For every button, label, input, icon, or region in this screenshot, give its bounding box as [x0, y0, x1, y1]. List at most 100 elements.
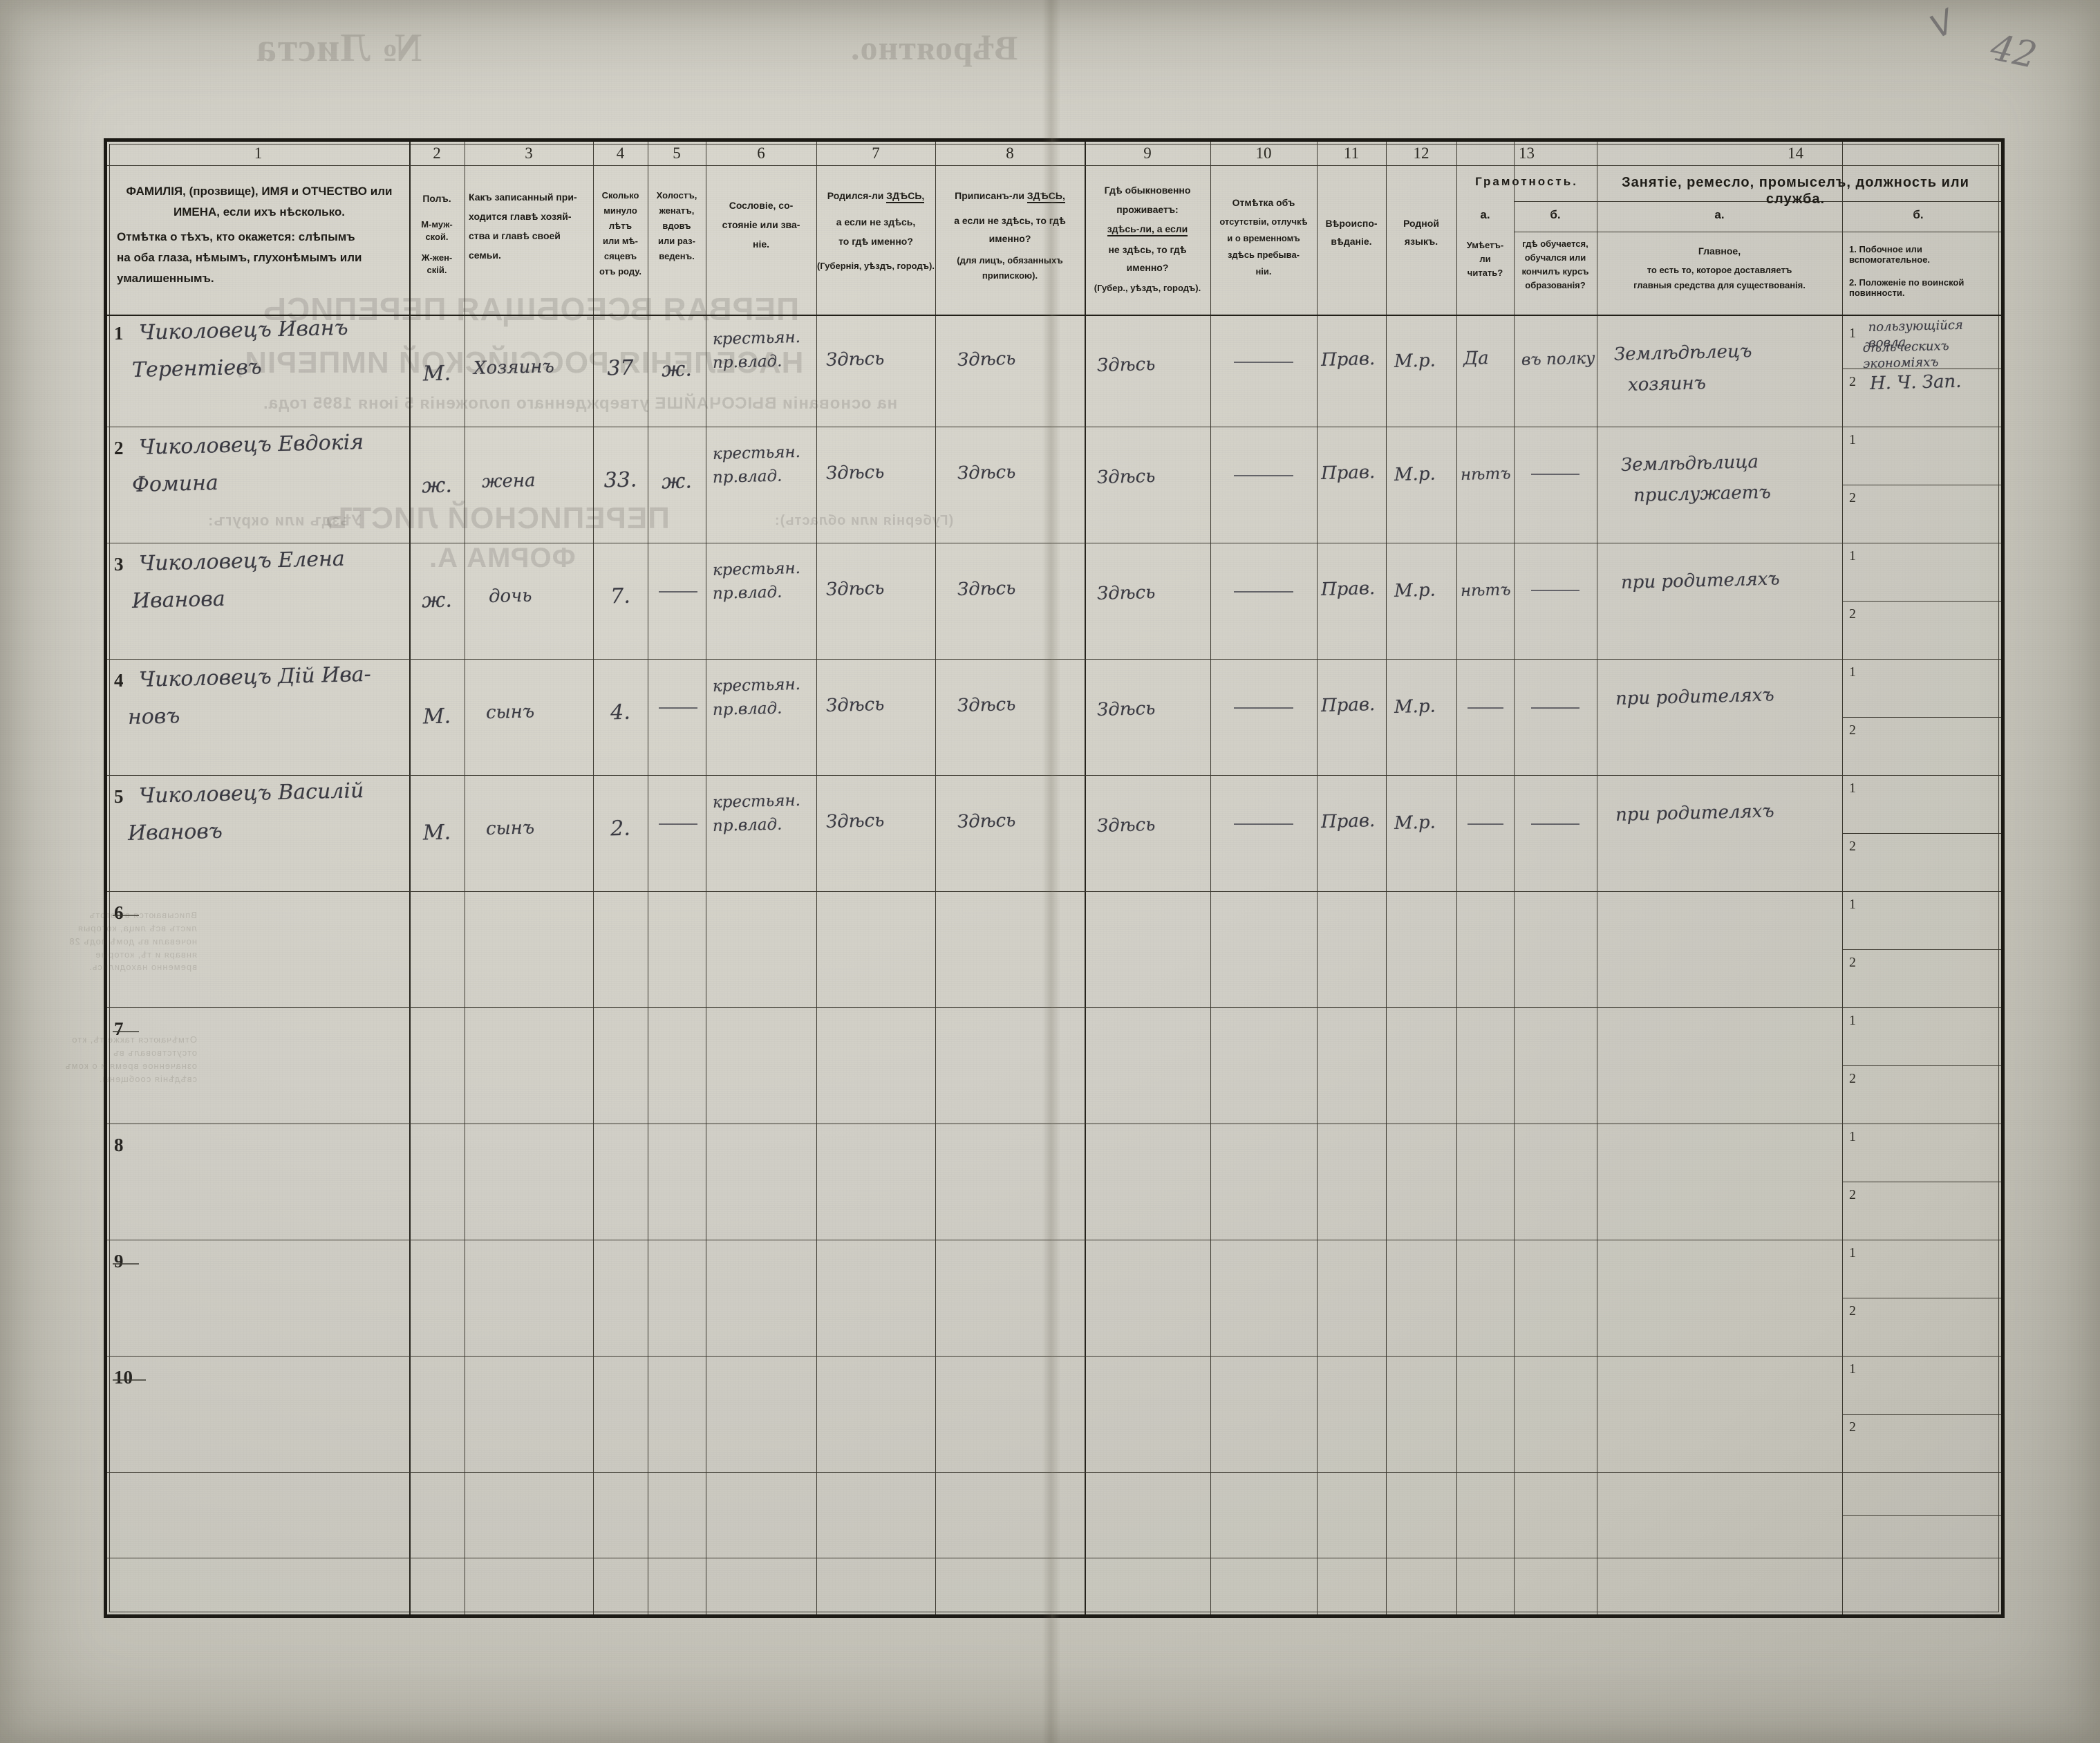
- col-divider-8: [1085, 142, 1086, 1614]
- c14b-split-4: [1842, 717, 2001, 718]
- cell-r5-estate-l1: крестьян.: [712, 791, 801, 812]
- hdr-c13b-l2: обучался или: [1524, 252, 1586, 263]
- cell-r2-school-dash: [1531, 474, 1579, 475]
- cell-r4-name-l2: новъ: [127, 704, 180, 729]
- hdr-c13-sub-b: б.: [1550, 208, 1561, 221]
- hdr-c12-l1: Родной: [1403, 218, 1439, 229]
- cell-r3-name-l1: Чиколовецъ Елена: [138, 546, 346, 576]
- cell-r5-born: Здѣсь: [825, 810, 885, 832]
- cell-r5-name-l1: Чиколовецъ Василiй: [138, 779, 364, 808]
- col-divider-6: [816, 142, 817, 1614]
- cell-r2-age: 33.: [603, 467, 637, 493]
- header-bottom-line: [107, 315, 2001, 316]
- margin-number: 42: [1987, 26, 2041, 77]
- c14b-num-r2-b: 2: [1849, 490, 1856, 505]
- cell-r4-age: 4.: [610, 700, 631, 725]
- hdr-c13b-l4: образованiя?: [1525, 280, 1586, 290]
- cell-r4-residence: Здѣсь: [1096, 698, 1156, 720]
- cell-r5-age: 2.: [610, 816, 631, 841]
- col-divider-7: [935, 142, 936, 1614]
- c14b-split-5: [1842, 833, 2001, 834]
- cell-r2-relation: жена: [481, 470, 536, 492]
- cell-r2-registered: Здѣсь: [957, 461, 1016, 484]
- cell-r2-marital: ж.: [661, 469, 693, 494]
- cell-r3-residence: Здѣсь: [1096, 581, 1156, 604]
- cell-r4-sex: М.: [422, 704, 451, 729]
- cell-r5-residence: Здѣсь: [1096, 814, 1156, 837]
- cell-r1-sex: М.: [422, 361, 451, 386]
- hdr-c13a-l2: ли: [1479, 254, 1491, 264]
- cell-r4-religion: Прав.: [1320, 694, 1376, 716]
- rownum-7-strike: [113, 1031, 139, 1032]
- cell-r1-estate-l2: пр.влад.: [712, 352, 782, 372]
- cell-r3-religion: Прав.: [1320, 578, 1376, 600]
- cell-r3-estate-l2: пр.влад.: [712, 583, 782, 603]
- hdr-c4-l3: лѣтъ: [608, 221, 632, 231]
- cell-r1-residence: Здѣсь: [1096, 353, 1156, 376]
- hdr-c12-l2: языкъ.: [1404, 236, 1438, 247]
- rownum-10: 10: [114, 1367, 133, 1388]
- cell-r3-marital-dash: [659, 591, 697, 593]
- hdr-c7-l4: (Губернiя, уѣздъ, городъ).: [817, 261, 935, 271]
- rownum-6-strike: [113, 915, 139, 916]
- hdr-c14b-l1: 1. Побочное или вспомогательное.: [1849, 244, 1931, 265]
- rowline-9: [107, 1356, 2001, 1357]
- colnum-9: 9: [1143, 145, 1152, 162]
- cell-r3-occupation-l1: при родителяхъ: [1620, 568, 1781, 593]
- cell-r4-estate-l1: крестьян.: [712, 675, 801, 696]
- hdr-c14a-l3: главныя средства для существованiя.: [1633, 280, 1806, 290]
- rowline-5: [107, 891, 2001, 892]
- cell-r3-sex: ж.: [421, 588, 453, 613]
- colnum-5: 5: [673, 145, 681, 162]
- hdr-c7-l1: Родился-ли: [827, 190, 884, 201]
- colnum-3: 3: [525, 145, 533, 162]
- hdr-c9-l3: здѣсь-ли, а если: [1107, 223, 1188, 236]
- hdr-c9-l4: не здѣсь, то гдѣ: [1108, 244, 1187, 255]
- hdr-c3-l3: ства и главѣ своей: [469, 230, 561, 241]
- cell-r3-literate: нѣтъ: [1460, 581, 1511, 600]
- cell-r5-literate-dash: [1468, 823, 1503, 825]
- cell-r1-born: Здѣсь: [825, 348, 885, 371]
- hdr-c8-l1b: ЗДѢСЬ,: [1026, 190, 1065, 203]
- colnum-12: 12: [1413, 145, 1429, 162]
- col-divider-13a: [1514, 142, 1515, 1614]
- cell-r2-occupation-l2: прислужаетъ: [1633, 482, 1772, 506]
- hdr-c13-title: Грамотность.: [1475, 175, 1578, 188]
- hdr-c5-l5: веденъ.: [659, 251, 695, 261]
- c14b-num-r3-a: 1: [1849, 548, 1856, 563]
- hdr-c10-l2: отсутствiи, отлучкѣ: [1219, 216, 1308, 227]
- c14b-num-r10-b: 2: [1849, 1419, 1856, 1435]
- ghost-sheet-number: № Листа: [256, 25, 422, 70]
- cell-r5-school-dash: [1531, 823, 1579, 825]
- cell-r1-school: въ полку: [1521, 349, 1595, 369]
- cell-r2-estate-l1: крестьян.: [712, 442, 801, 463]
- col-divider-3: [593, 142, 594, 1614]
- hdr-c9-l2: проживаетъ:: [1116, 204, 1179, 215]
- cell-r4-born: Здѣсь: [825, 693, 885, 716]
- hdr-c14a-l2: то есть то, которое доставляетъ: [1647, 265, 1792, 275]
- c14b-num-r9-b: 2: [1849, 1303, 1856, 1318]
- cell-r5-sex: М.: [422, 820, 451, 846]
- hdr-c9-l5: именно?: [1126, 262, 1169, 273]
- hdr-c2-l4: Ж-жен-: [421, 252, 453, 263]
- c14b-num-r4-a: 1: [1849, 664, 1856, 680]
- hdr-c3-l2: ходится главѣ хозяй-: [469, 211, 572, 222]
- colnum-11: 11: [1343, 145, 1360, 162]
- cell-r4-estate-l2: пр.влад.: [712, 699, 782, 719]
- c14b-num-r3-b: 2: [1849, 606, 1856, 622]
- hdr-c8-l1: Приписанъ-ли: [955, 190, 1024, 201]
- rownum-8: 8: [114, 1135, 124, 1155]
- hdr-c4-l2: минуло: [603, 205, 637, 216]
- c14b-num-r5-a: 1: [1849, 781, 1856, 796]
- cell-r1-occupation-l1: Землѣдѣлецъ: [1613, 341, 1752, 365]
- colnum-2: 2: [433, 145, 441, 162]
- header-numline: [107, 165, 2001, 166]
- rownum-3: 3: [114, 554, 124, 575]
- c14b-num-r8-b: 2: [1849, 1187, 1856, 1202]
- cell-r2-language: М.р.: [1394, 463, 1436, 485]
- c14b-num-r8-a: 1: [1849, 1129, 1856, 1144]
- hdr-c14-sub-b: б.: [1913, 208, 1924, 221]
- cell-r2-religion: Прав.: [1320, 462, 1376, 484]
- cell-r1-religion: Прав.: [1320, 348, 1376, 371]
- rownum-5: 5: [114, 786, 124, 807]
